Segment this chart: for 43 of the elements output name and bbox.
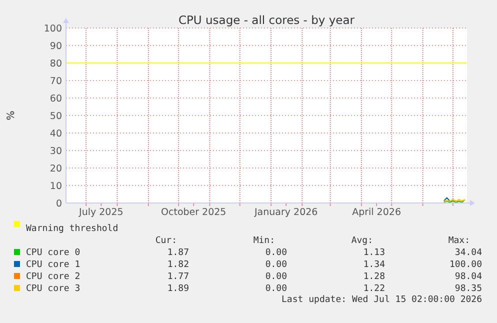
y-tick-label: 50 [50,111,62,122]
y-tick-label: 40 [50,128,62,140]
y-tick-label: 60 [50,94,62,104]
text: 1.28 [363,272,385,282]
y-tick-label: 100 [44,24,62,34]
text: 0.00 [265,272,287,282]
y-tick-label: 10 [50,181,62,192]
x-tick-label: July 2025 [78,207,124,218]
text: Max: [448,236,470,246]
text: 1.13 [363,248,385,258]
text: Last update: Wed Jul 15 02:00:00 2026 [282,295,482,305]
legend-label: CPU core 1 [26,260,80,270]
text: 0.00 [265,248,287,258]
text: Min: [253,236,275,246]
y-tick-label: 0 [56,198,62,210]
text: Avg: [351,236,373,246]
y-tick-label: 70 [50,76,62,87]
y-tick-label: 30 [50,146,62,157]
legend-label: CPU core 2 [26,272,80,282]
text: 1.87 [167,248,189,258]
x-tick-label: April 2026 [352,207,402,218]
x-tick-label: October 2025 [161,207,226,218]
text: Cur: [155,236,177,246]
text: 34.04 [454,248,482,258]
text: 1.34 [363,260,385,270]
y-tick-label: 20 [50,164,62,174]
text: 1.82 [167,260,189,270]
text: 98.04 [454,272,482,282]
x-tick-label: January 2026 [253,207,318,218]
y-tick-label: 80 [50,58,62,70]
text: 1.77 [167,272,189,282]
text: 1.89 [167,284,189,294]
chart-title: CPU usage - all cores - by year [178,13,355,27]
text: 0.00 [265,260,287,270]
legend-label: CPU core 3 [26,284,80,294]
legend-label: CPU core 0 [26,248,80,258]
text: 98.35 [454,284,482,294]
text: 0.00 [265,284,287,294]
y-axis-title: % [6,110,17,120]
legend-label: Warning threshold [26,224,118,234]
text: 1.22 [363,284,385,294]
text: 100.00 [449,260,482,270]
y-tick-label: 90 [50,41,62,52]
